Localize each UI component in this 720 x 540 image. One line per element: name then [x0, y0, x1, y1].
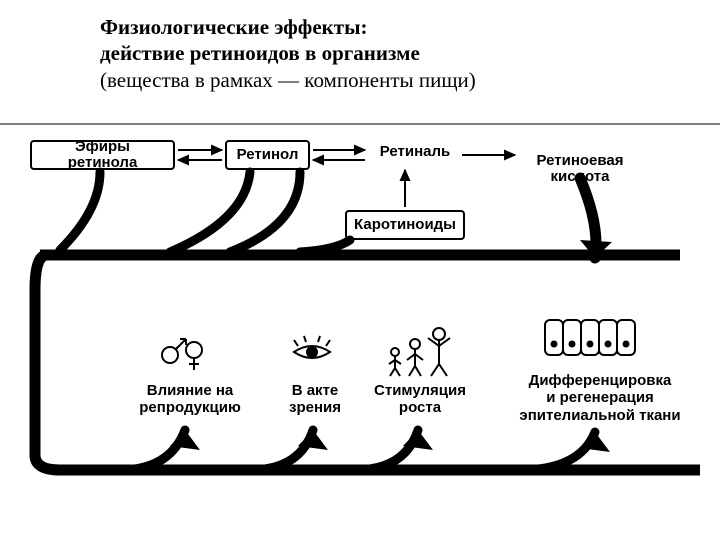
node-label-text: Ретиналь — [380, 143, 451, 160]
eye-icon — [294, 336, 330, 358]
effect-vision: В акте зрения — [275, 382, 355, 417]
diagram-canvas: Физиологические эффекты: действие ретино… — [0, 0, 720, 540]
node-label: Эфиры ретинола — [40, 139, 165, 172]
node-retinal: Ретиналь — [370, 144, 460, 161]
node-label: Ретинол — [237, 147, 299, 164]
title-line-2: действие ретиноидов в организме — [100, 41, 420, 65]
node-retinol-esters: Эфиры ретинола — [30, 140, 175, 170]
node-carotenoids: Каротиноиды — [345, 210, 465, 240]
diagram-title: Физиологические эффекты: действие ретино… — [100, 14, 620, 93]
node-label-text: Ретиноевая кислота — [536, 152, 623, 186]
effect-growth: Стимуляция роста — [360, 382, 480, 417]
effect-differentiation: Дифференцировка и регенерация эпителиаль… — [500, 372, 700, 424]
growth-icon — [389, 328, 450, 376]
title-line-1: Физиологические эффекты: — [100, 15, 367, 39]
node-label: Каротиноиды — [354, 217, 456, 234]
title-line-3: (вещества в рамках — компоненты пищи) — [100, 68, 476, 92]
epithelium-icon — [545, 320, 635, 355]
effect-reproduction: Влияние на репродукцию — [125, 382, 255, 417]
node-retinol: Ретинол — [225, 140, 310, 170]
reproduction-icon — [162, 339, 202, 370]
node-retinoic-acid: Ретиноевая кислота — [520, 136, 640, 186]
